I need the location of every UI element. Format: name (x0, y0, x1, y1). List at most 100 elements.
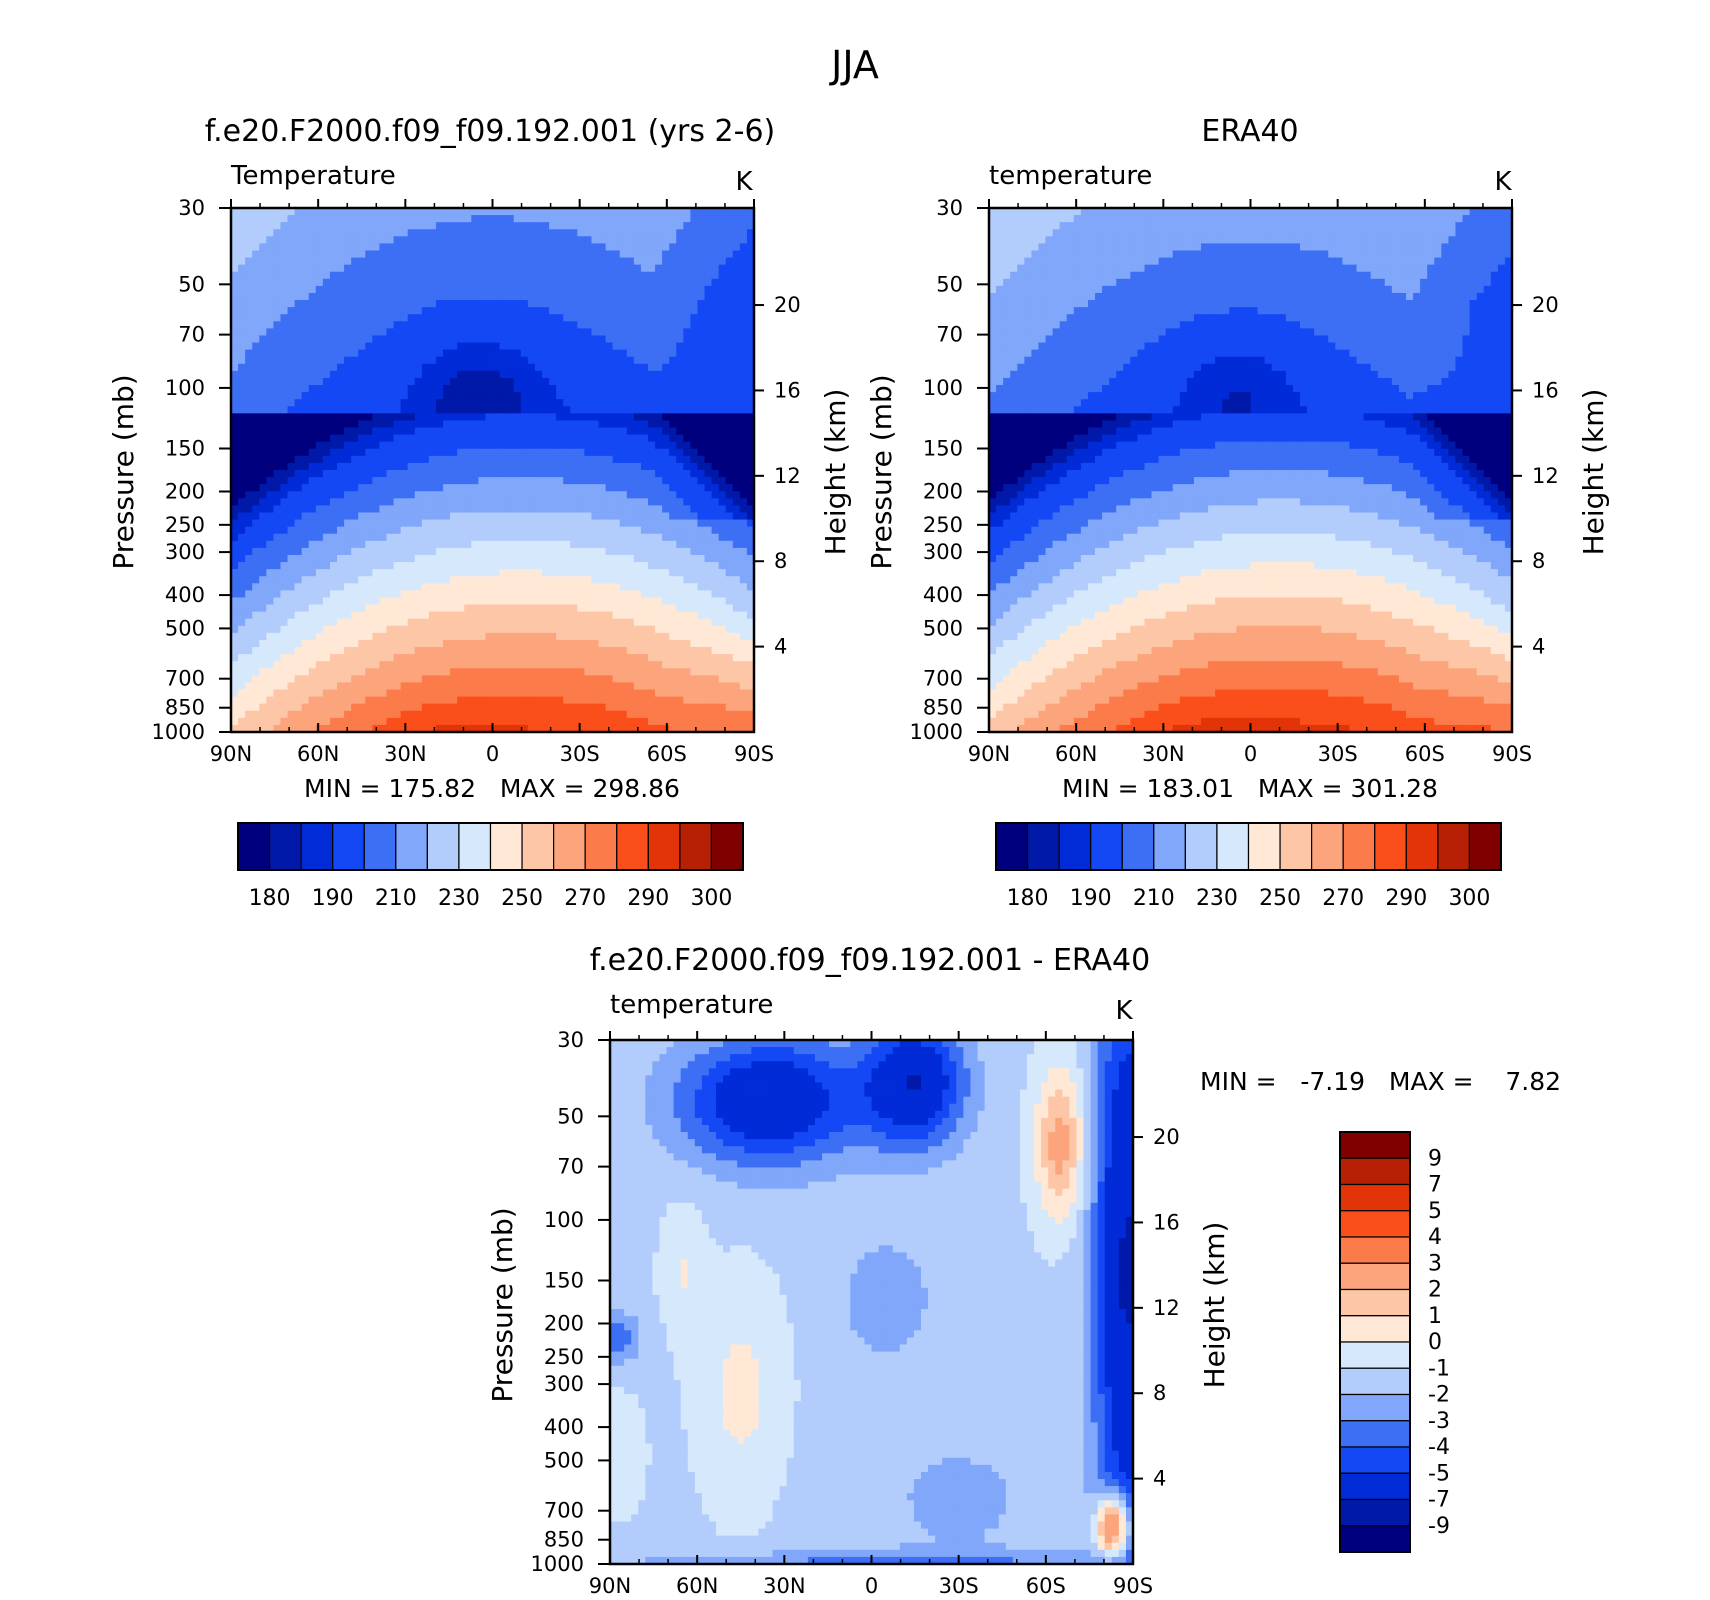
field-cell (309, 576, 317, 584)
field-cell (521, 576, 529, 584)
field-cell (280, 406, 288, 414)
field-cell (323, 590, 331, 598)
field-cell (641, 484, 649, 492)
field-cell (697, 470, 705, 478)
field-cell (330, 590, 338, 598)
field-cell (266, 279, 274, 287)
field-cell (302, 442, 310, 450)
field-cell (245, 300, 253, 308)
field-cell (549, 442, 557, 450)
field-cell (422, 661, 430, 669)
field-cell (514, 378, 522, 386)
field-cell (697, 463, 705, 471)
field-cell (457, 399, 465, 407)
field-cell (733, 520, 741, 528)
field-cell (726, 286, 734, 294)
field-cell (379, 449, 387, 457)
field-cell (238, 371, 246, 379)
field-cell (295, 215, 303, 223)
field-cell (464, 258, 472, 266)
field-cell (408, 682, 416, 690)
field-cell (507, 520, 515, 528)
field-cell (719, 612, 727, 620)
field-cell (429, 279, 437, 287)
field-cell (408, 569, 416, 577)
field-cell (351, 456, 359, 464)
field-cell (733, 357, 741, 365)
field-cell (662, 300, 670, 308)
field-cell (733, 527, 741, 535)
field-cell (634, 442, 642, 450)
field-cell (372, 562, 380, 570)
field-cell (507, 300, 515, 308)
field-cell (669, 392, 677, 400)
field-cell (634, 647, 642, 655)
field-cell (259, 562, 267, 570)
field-cell (415, 378, 423, 386)
field-cell (394, 343, 402, 351)
field-cell (436, 420, 444, 428)
field-cell (450, 456, 458, 464)
field-cell (401, 413, 409, 421)
field-cell (422, 619, 430, 627)
field-cell (500, 314, 508, 322)
field-cell (394, 229, 402, 237)
field-cell (577, 428, 585, 436)
field-cell (422, 243, 430, 251)
field-cell (386, 328, 394, 336)
field-cell (422, 484, 430, 492)
field-cell (556, 272, 564, 280)
field-cell (316, 512, 324, 520)
field-cell (344, 286, 352, 294)
field-cell (599, 619, 607, 627)
field-cell (648, 229, 656, 237)
field-cell (344, 612, 352, 620)
field-cell (719, 576, 727, 584)
field-cell (238, 520, 246, 528)
field-cell (245, 675, 253, 683)
field-cell (337, 661, 345, 669)
field-cell (386, 222, 394, 230)
field-cell (273, 470, 281, 478)
field-cell (669, 286, 677, 294)
field-cell (330, 243, 338, 251)
field-cell (372, 229, 380, 237)
field-cell (542, 321, 550, 329)
field-cell (394, 243, 402, 251)
field-cell (712, 449, 720, 457)
field-cell (471, 682, 479, 690)
field-cell (238, 562, 246, 570)
field-cell (252, 661, 260, 669)
field-cell (344, 442, 352, 450)
field-cell (316, 491, 324, 499)
field-cell (337, 463, 345, 471)
field-cell (556, 654, 564, 662)
field-cell (740, 265, 748, 273)
field-cell (563, 675, 571, 683)
field-cell (316, 307, 324, 315)
field-cell (606, 576, 614, 584)
field-cell (577, 612, 585, 620)
field-cell (273, 307, 281, 315)
field-cell (683, 300, 691, 308)
field-cell (485, 520, 493, 528)
field-cell (648, 477, 656, 485)
field-cell (238, 250, 246, 258)
field-cell (563, 612, 571, 620)
field-cell (500, 661, 508, 669)
field-cell (288, 456, 296, 464)
field-cell (344, 583, 352, 591)
field-cell (577, 505, 585, 513)
field-cell (740, 534, 748, 542)
field-cell (457, 392, 465, 400)
field-cell (507, 675, 515, 683)
field-cell (266, 675, 274, 683)
field-cell (358, 442, 366, 450)
field-cell (259, 279, 267, 287)
field-cell (280, 293, 288, 301)
field-cell (549, 307, 557, 315)
field-cell (245, 413, 253, 421)
field-cell (252, 420, 260, 428)
field-cell (662, 619, 670, 627)
field-cell (337, 250, 345, 258)
